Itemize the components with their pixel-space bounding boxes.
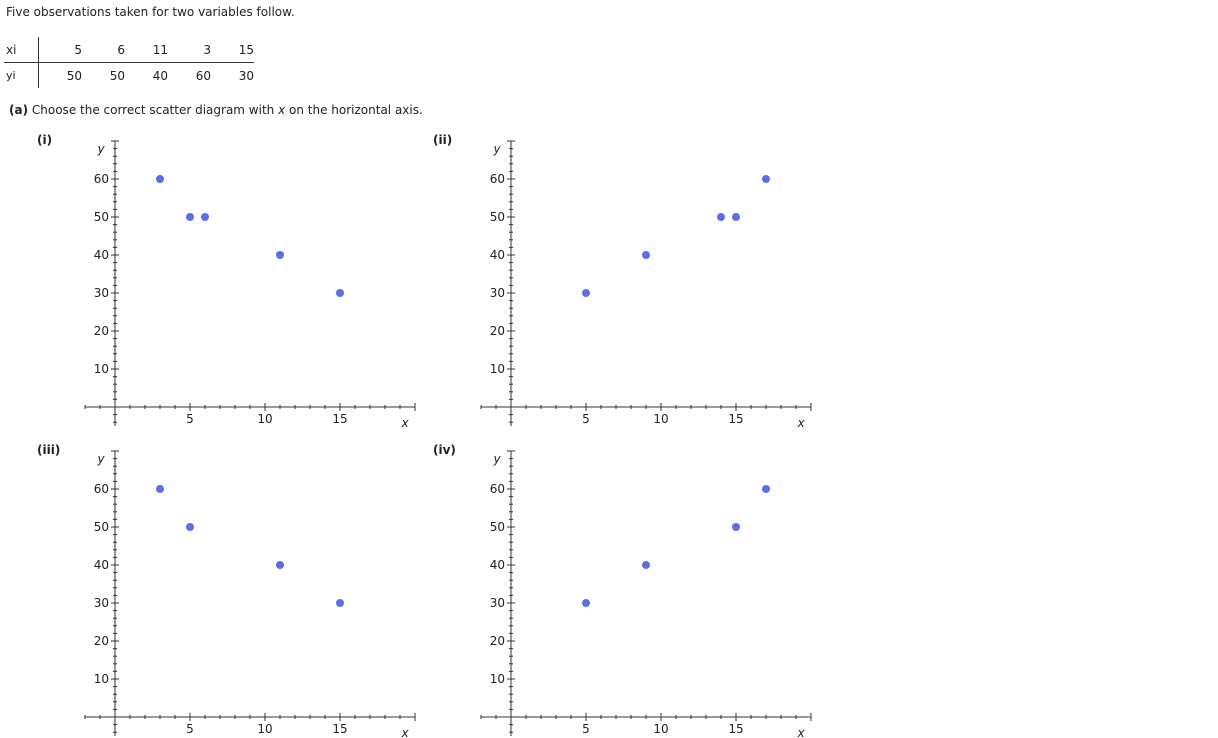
question-a: (a) Choose the correct scatter diagram w…	[9, 103, 423, 117]
x-tick-label: 15	[728, 722, 743, 736]
y-tick-label: 20	[490, 324, 505, 338]
data-point	[201, 213, 209, 221]
scatter-plot-iv[interactable]: 5 10 15 10 20 30 40 50 60 x y	[476, 448, 816, 738]
data-point	[582, 289, 590, 297]
y-tick-label: 60	[490, 172, 505, 186]
y-value: 50	[109, 68, 125, 83]
y-value: 40	[152, 68, 168, 83]
y-value: 60	[195, 68, 211, 83]
x-value: 11	[125, 37, 168, 63]
x-tick-label: 10	[653, 412, 668, 426]
y-tick-label: 60	[490, 482, 505, 496]
intro-text: Five observations taken for two variable…	[6, 5, 295, 19]
y-tick-label: 30	[490, 596, 505, 610]
panel-label-i: (i)	[37, 133, 53, 147]
x-axis-label: x	[400, 416, 409, 430]
y-value: 30	[238, 68, 254, 83]
data-point	[276, 251, 284, 259]
y-axis-label: y	[96, 452, 105, 466]
x-value: 3	[168, 37, 211, 63]
panel-label-iv: (iv)	[433, 443, 456, 457]
x-value: 5	[38, 37, 82, 63]
y-tick-label: 20	[94, 634, 109, 648]
data-point	[642, 251, 650, 259]
x-axis-label: x	[796, 416, 805, 430]
data-point	[186, 213, 194, 221]
x-value: 15	[211, 37, 254, 63]
y-tick-label: 30	[94, 596, 109, 610]
x-value: 6	[82, 37, 125, 63]
y-tick-label: 40	[490, 558, 505, 572]
data-point	[276, 561, 284, 569]
question-text-after: on the horizontal axis.	[285, 103, 423, 117]
y-tick-label: 40	[94, 558, 109, 572]
x-tick-label: 15	[728, 412, 743, 426]
y-tick-label: 50	[94, 520, 109, 534]
y-axis-label: y	[492, 142, 501, 156]
x-tick-label: 10	[257, 722, 272, 736]
x-tick-label: 10	[653, 722, 668, 736]
y-tick-label: 50	[94, 210, 109, 224]
data-point	[762, 485, 770, 493]
data-point	[156, 485, 164, 493]
y-tick-label: 50	[490, 520, 505, 534]
y-axis-label: y	[96, 142, 105, 156]
data-point	[336, 289, 344, 297]
x-tick-label: 15	[332, 722, 347, 736]
x-row-label: xi	[4, 37, 39, 63]
scatter-plot-ii[interactable]: 5 10 15 10 20 30 40 50 60 x y	[476, 138, 816, 430]
y-row-label: yi	[4, 62, 39, 88]
question-part: (a)	[9, 103, 29, 117]
data-point	[762, 175, 770, 183]
data-point	[642, 561, 650, 569]
y-tick-label: 30	[94, 286, 109, 300]
y-tick-label: 60	[94, 172, 109, 186]
panel-label-iii: (iii)	[37, 443, 61, 457]
x-tick-label: 5	[582, 412, 590, 426]
y-axis-label: y	[492, 452, 501, 466]
x-tick-label: 5	[582, 722, 590, 736]
data-point	[732, 523, 740, 531]
x-row: xi 5 6 11 3 15	[4, 37, 254, 63]
y-tick-label: 10	[94, 672, 109, 686]
question-text-before: Choose the correct scatter diagram with	[28, 103, 279, 117]
data-point	[582, 599, 590, 607]
y-tick-label: 10	[490, 362, 505, 376]
observations-table: xi 5 6 11 3 15 yi 50 50 40 60 30	[4, 37, 254, 88]
data-point	[717, 213, 725, 221]
y-tick-label: 20	[490, 634, 505, 648]
x-axis-label: x	[796, 726, 805, 738]
y-tick-label: 30	[490, 286, 505, 300]
x-tick-label: 15	[332, 412, 347, 426]
y-row: yi 50 50 40 60 30	[4, 62, 254, 88]
question-var: x	[278, 103, 286, 117]
y-tick-label: 40	[94, 248, 109, 262]
y-value: 50	[66, 68, 82, 83]
x-tick-label: 5	[186, 722, 194, 736]
y-tick-label: 10	[490, 672, 505, 686]
y-tick-label: 10	[94, 362, 109, 376]
y-tick-label: 60	[94, 482, 109, 496]
scatter-plot-i[interactable]: 5 10 15 10 20 30 40 50 60 x y	[80, 138, 420, 430]
y-tick-label: 40	[490, 248, 505, 262]
y-tick-label: 20	[94, 324, 109, 338]
x-tick-label: 5	[186, 412, 194, 426]
data-point	[336, 599, 344, 607]
x-axis-label: x	[400, 726, 409, 738]
data-point	[186, 523, 194, 531]
y-tick-label: 50	[490, 210, 505, 224]
scatter-plot-iii[interactable]: 5 10 15 10 20 30 40 50 60 x y	[80, 448, 420, 738]
panel-label-ii: (ii)	[433, 133, 453, 147]
x-tick-label: 10	[257, 412, 272, 426]
data-point	[156, 175, 164, 183]
data-point	[732, 213, 740, 221]
